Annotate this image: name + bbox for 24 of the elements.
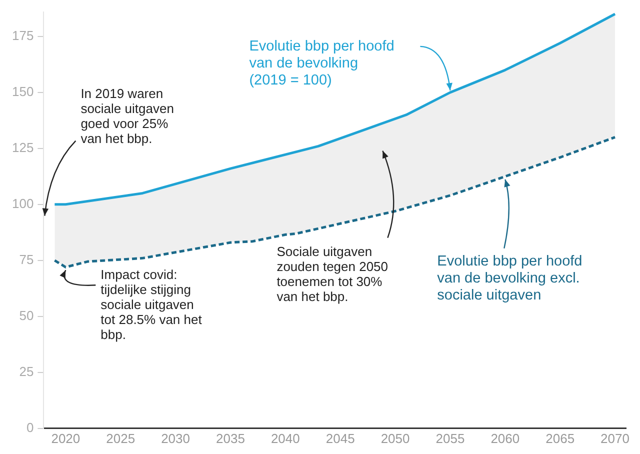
y-tick-label: 25 [19,364,34,379]
x-tick-label: 2020 [51,430,80,446]
annotation: In 2019 waren sociale uitgaven goed voor 25% van het bbp. [80,86,174,146]
x-tick-label: 2055 [436,430,465,446]
annotation: Impact covid: tijdelijke stijging sociale uitgaven tot 28.5% van het bbp. [100,267,202,342]
x-tick-label: 2035 [216,430,245,446]
text: Evolutie bbp per hoofd van de bevolking excl. sociale uitgaven [437,254,582,304]
series-label: Evolutie bbp per hoofd van de bevolking (2019 = 100) [249,38,394,89]
y-tick-label: 150 [12,84,34,100]
x-tick-label: 2050 [380,430,410,446]
y-tick-label: 75 [19,252,34,267]
y-tick-label: 175 [12,28,34,44]
y-tick-label: 50 [19,308,34,323]
x-tick-label: 2070 [600,430,630,446]
x-tick-label: 2040 [270,430,300,446]
x-tick-label: 2025 [106,430,136,446]
x-tick-label: 2030 [161,430,190,446]
y-tick-label: 100 [12,196,34,211]
y-tick-label: 125 [12,140,34,156]
annotation: Sociale uitgaven zouden tegen 2050 toenemen tot 30% van het bbp. [276,244,388,304]
x-tick-label: 2060 [490,430,520,446]
y-tick-label: 0 [26,420,34,435]
x-tick-label: 2065 [546,430,575,446]
x-tick-label: 2045 [326,430,355,446]
